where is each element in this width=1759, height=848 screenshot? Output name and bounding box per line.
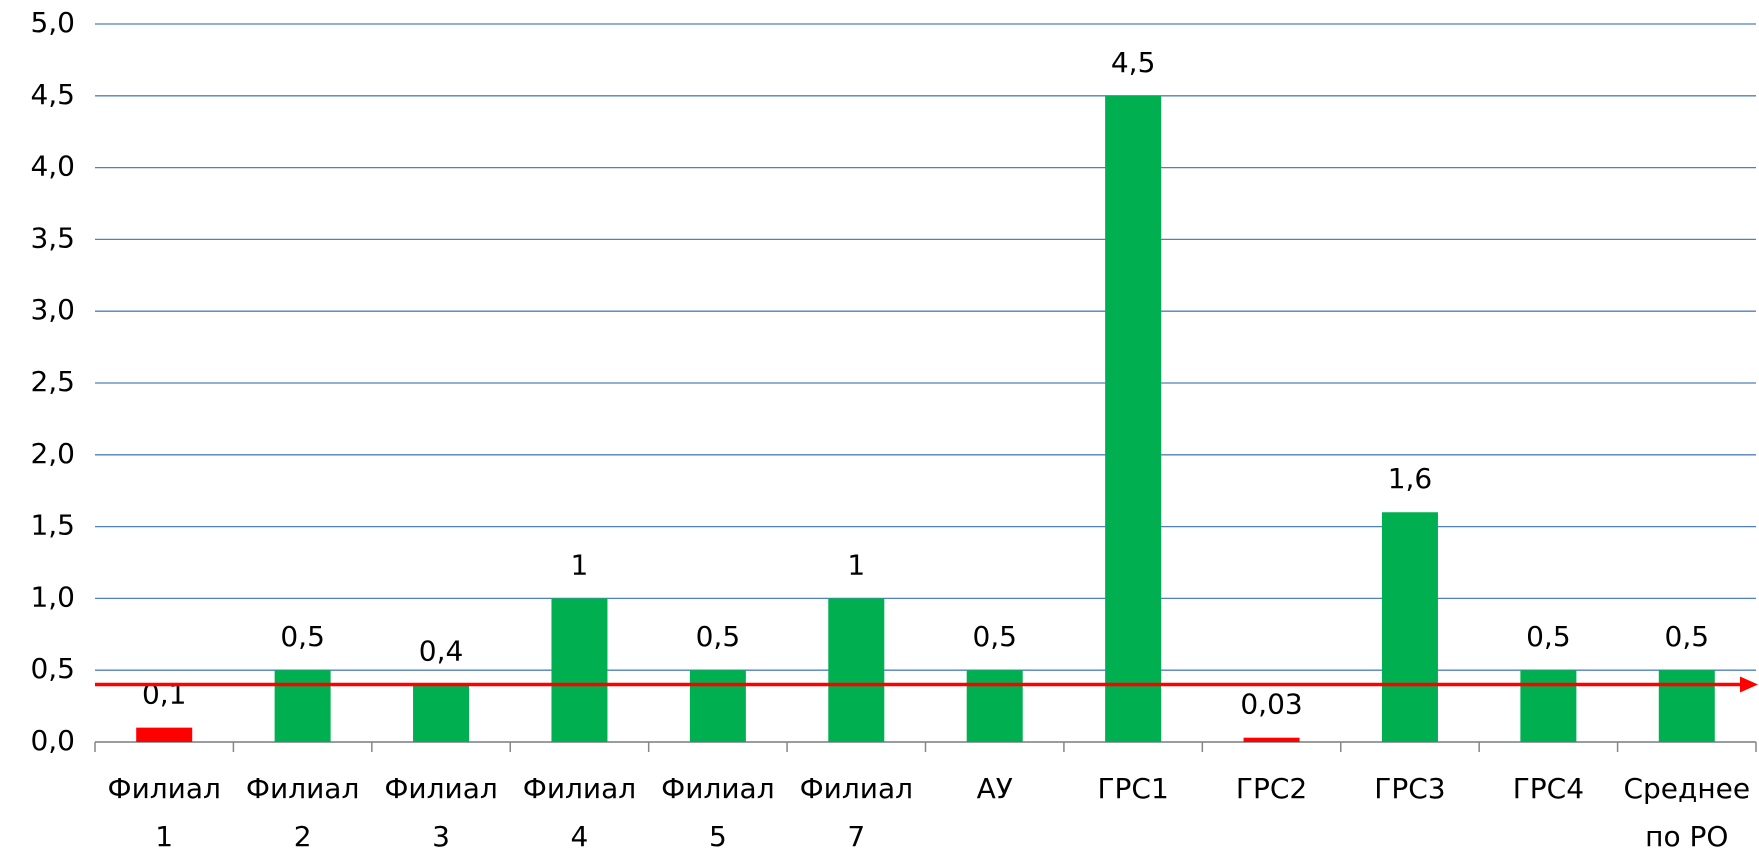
data-label: 0,1: [142, 678, 187, 711]
x-tick-label: Филиал 7: [800, 772, 913, 848]
y-tick-label: 2,5: [30, 365, 75, 398]
bar: [551, 598, 608, 742]
y-tick-label: 4,0: [30, 150, 75, 183]
y-tick-label: 5,0: [30, 6, 75, 39]
x-tick-label: ГРС1: [1097, 772, 1168, 805]
x-tick-label: ГРС2: [1236, 772, 1307, 805]
y-tick-label: 1,0: [30, 580, 75, 613]
x-tick-label: Филиал 2: [246, 772, 359, 848]
y-tick-label: 0,5: [30, 652, 75, 685]
bar: [1658, 670, 1715, 742]
data-label: 1: [571, 548, 589, 581]
x-tick-label: Филиал 3: [384, 772, 497, 848]
x-tick-label: Филиал 4: [523, 772, 636, 848]
y-tick-label: 4,5: [30, 78, 75, 111]
bar: [966, 670, 1023, 742]
y-tick-label: 3,5: [30, 221, 75, 254]
y-tick-label: 1,5: [30, 509, 75, 542]
y-tick-label: 2,0: [30, 437, 75, 470]
x-tick-label: ГРС3: [1374, 772, 1445, 805]
data-label: 0,5: [1526, 620, 1571, 653]
bar: [1381, 512, 1438, 742]
y-tick-label: 0,0: [30, 724, 75, 757]
bar: [1520, 670, 1577, 742]
reference-arrow: [1740, 676, 1758, 693]
data-label: 0,5: [696, 620, 741, 653]
x-tick-label: АУ: [977, 772, 1013, 805]
data-label: 4,5: [1111, 46, 1156, 79]
bar: [413, 684, 470, 742]
data-label: 1,6: [1388, 462, 1433, 495]
bar: [689, 670, 746, 742]
bar: [274, 670, 331, 742]
bar: [1243, 737, 1300, 742]
x-tick-label: ГРС4: [1513, 772, 1584, 805]
x-tick-label: Филиал 5: [661, 772, 774, 848]
y-tick-label: 3,0: [30, 293, 75, 326]
bar: [828, 598, 885, 742]
data-label: 0,5: [1665, 620, 1710, 653]
bar: [136, 727, 193, 742]
data-label: 0,03: [1240, 688, 1302, 721]
x-tick-label: Филиал 1: [107, 772, 220, 848]
data-label: 0,5: [972, 620, 1017, 653]
data-label: 0,4: [419, 635, 464, 668]
x-tick-label: Среднее по РО: [1623, 772, 1750, 848]
data-label: 1: [847, 548, 865, 581]
bar: [1105, 95, 1162, 743]
data-label: 0,5: [280, 620, 325, 653]
